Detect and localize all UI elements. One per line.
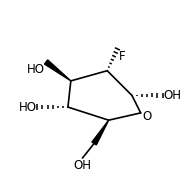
Text: F: F [119, 50, 125, 63]
Polygon shape [44, 60, 71, 81]
Text: OH: OH [163, 89, 181, 102]
Text: O: O [143, 110, 152, 123]
Text: HO: HO [19, 101, 37, 114]
Text: HO: HO [27, 63, 45, 76]
Text: OH: OH [74, 159, 91, 172]
Polygon shape [92, 120, 109, 145]
